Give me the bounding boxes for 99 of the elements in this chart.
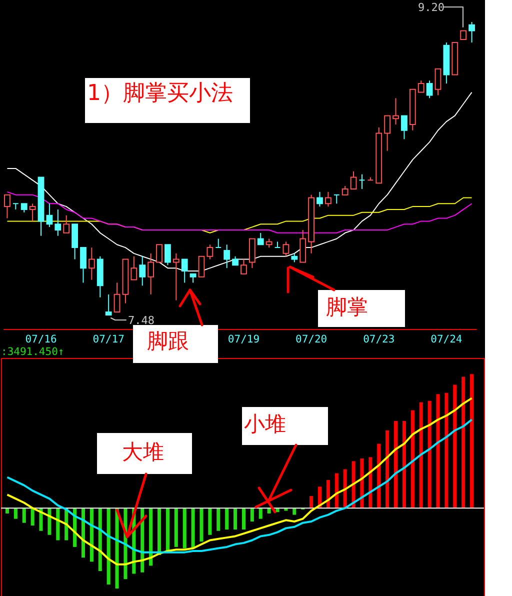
candlestick bbox=[358, 174, 366, 190]
candlestick bbox=[224, 244, 230, 269]
annotation: 7.48 bbox=[128, 314, 154, 327]
x-tick-label: 07/19 bbox=[228, 334, 260, 346]
annotation: 小堆 bbox=[244, 412, 286, 436]
bar bbox=[267, 508, 271, 514]
bar bbox=[174, 508, 178, 547]
candlestick bbox=[316, 191, 323, 208]
bar bbox=[106, 508, 110, 584]
note-box: 小堆 bbox=[242, 407, 328, 445]
bar bbox=[276, 508, 280, 512]
candlestick bbox=[139, 256, 146, 286]
candlestick bbox=[274, 241, 281, 248]
bar bbox=[386, 430, 390, 508]
candlestick bbox=[392, 98, 399, 126]
candlestick bbox=[54, 208, 62, 236]
bar bbox=[410, 410, 414, 508]
x-tick-label: 07/16 bbox=[25, 334, 57, 346]
bar bbox=[5, 508, 9, 514]
bar bbox=[334, 473, 338, 508]
candlestick bbox=[434, 68, 442, 96]
bar bbox=[14, 508, 18, 519]
candlestick bbox=[46, 203, 53, 228]
bar bbox=[200, 508, 204, 542]
note-box: 大堆 bbox=[97, 433, 192, 474]
x-tick-label: 07/17 bbox=[92, 334, 124, 346]
candlestick bbox=[468, 21, 475, 43]
bar bbox=[310, 496, 314, 508]
bar bbox=[30, 508, 34, 526]
bar bbox=[470, 374, 474, 508]
bar bbox=[419, 402, 423, 508]
bar bbox=[208, 508, 212, 535]
bar bbox=[98, 508, 102, 572]
candlestick bbox=[156, 244, 162, 263]
bar bbox=[242, 508, 246, 530]
candlestick bbox=[80, 247, 86, 284]
bar bbox=[343, 469, 347, 508]
bar bbox=[462, 376, 466, 508]
bar bbox=[394, 420, 398, 508]
candlestick bbox=[88, 247, 95, 280]
bar bbox=[284, 508, 288, 511]
candlestick bbox=[114, 282, 120, 313]
candlestick bbox=[172, 252, 180, 301]
bar bbox=[258, 508, 262, 519]
bar bbox=[191, 508, 195, 548]
candlestick bbox=[148, 252, 154, 295]
annotation: 脚掌 bbox=[326, 295, 368, 319]
note-box: 脚掌 bbox=[318, 290, 405, 327]
note-box: 1）脚掌买小法 bbox=[85, 78, 250, 123]
bar bbox=[22, 508, 26, 523]
bar bbox=[436, 394, 440, 508]
candlestick bbox=[401, 115, 408, 140]
x-tick-label: 07/23 bbox=[363, 334, 395, 346]
candlestick bbox=[4, 194, 10, 219]
candlestick bbox=[12, 203, 19, 210]
candlestick bbox=[72, 224, 78, 260]
annotation: 1）脚掌买小法 bbox=[87, 81, 233, 106]
bar bbox=[216, 508, 220, 531]
candlestick bbox=[63, 214, 70, 234]
candlestick bbox=[215, 238, 222, 248]
candlestick bbox=[350, 170, 357, 190]
bar bbox=[39, 508, 43, 531]
candlestick bbox=[206, 244, 214, 260]
bar bbox=[225, 508, 229, 530]
bar bbox=[402, 420, 406, 508]
candlestick bbox=[198, 256, 205, 278]
candlestick bbox=[248, 238, 256, 269]
bar bbox=[157, 508, 162, 555]
annotation: 大堆 bbox=[122, 440, 164, 464]
candlestick bbox=[164, 244, 171, 266]
candlestick bbox=[324, 191, 332, 208]
bar bbox=[234, 508, 238, 530]
candlestick bbox=[240, 258, 247, 274]
candlestick bbox=[105, 294, 112, 316]
candlestick bbox=[282, 241, 290, 257]
candlestick bbox=[29, 203, 36, 222]
bar bbox=[444, 392, 448, 508]
bar bbox=[250, 508, 254, 522]
bar bbox=[377, 444, 381, 508]
bar bbox=[56, 508, 60, 540]
candlestick bbox=[333, 194, 340, 204]
bar bbox=[428, 400, 432, 508]
candlestick bbox=[130, 256, 138, 280]
candlestick bbox=[426, 80, 433, 99]
bar bbox=[166, 508, 170, 552]
x-tick-label: 07/20 bbox=[295, 334, 328, 346]
candlestick bbox=[384, 115, 391, 152]
candlestick bbox=[257, 232, 264, 246]
bar bbox=[453, 384, 457, 508]
note-box: 脚跟 bbox=[133, 325, 218, 363]
bar bbox=[292, 508, 296, 515]
bar bbox=[182, 508, 186, 548]
x-tick-label: 07/24 bbox=[430, 334, 462, 346]
candlestick bbox=[300, 229, 306, 263]
text: :3491.450↑ bbox=[1, 346, 64, 358]
bar bbox=[149, 508, 153, 566]
candlestick bbox=[181, 258, 188, 284]
candlestick bbox=[418, 80, 424, 93]
text: 9.20 bbox=[418, 1, 444, 14]
